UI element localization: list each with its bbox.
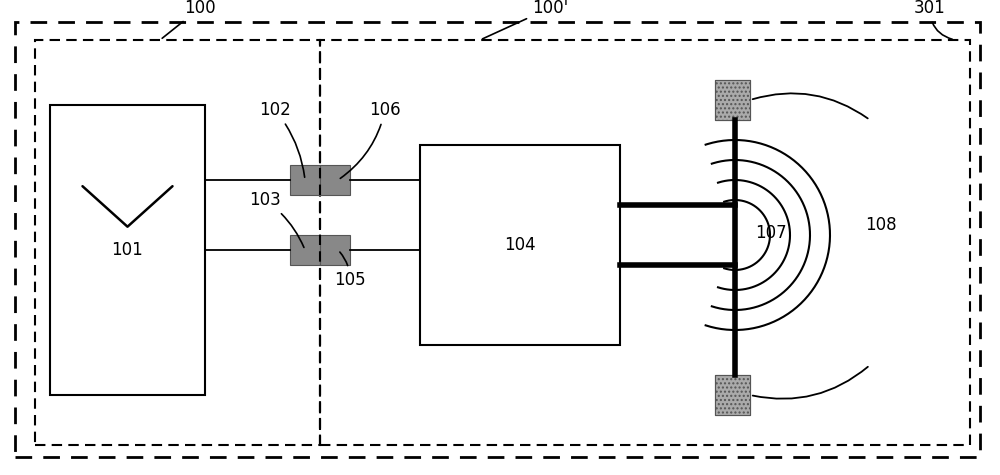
Bar	[715, 80, 750, 120]
Bar	[290, 165, 320, 195]
Text: 104: 104	[504, 236, 536, 254]
Bar	[320, 235, 350, 265]
Text: 100': 100'	[483, 0, 568, 39]
Text: 301: 301	[914, 0, 952, 39]
Text: 101: 101	[111, 241, 143, 259]
Text: 108: 108	[865, 216, 897, 234]
Bar	[290, 235, 320, 265]
Text: 107: 107	[755, 224, 787, 242]
Bar	[715, 375, 750, 415]
Text: 100: 100	[162, 0, 216, 38]
Bar	[35, 40, 320, 445]
Bar	[715, 80, 750, 120]
Text: 103: 103	[249, 191, 304, 247]
Text: 105: 105	[334, 252, 366, 289]
Text: 106: 106	[340, 101, 401, 179]
Bar	[420, 145, 620, 345]
Text: 102: 102	[259, 101, 305, 177]
Bar	[320, 40, 970, 445]
Bar	[715, 375, 750, 415]
Bar	[320, 165, 350, 195]
Bar	[50, 105, 205, 395]
